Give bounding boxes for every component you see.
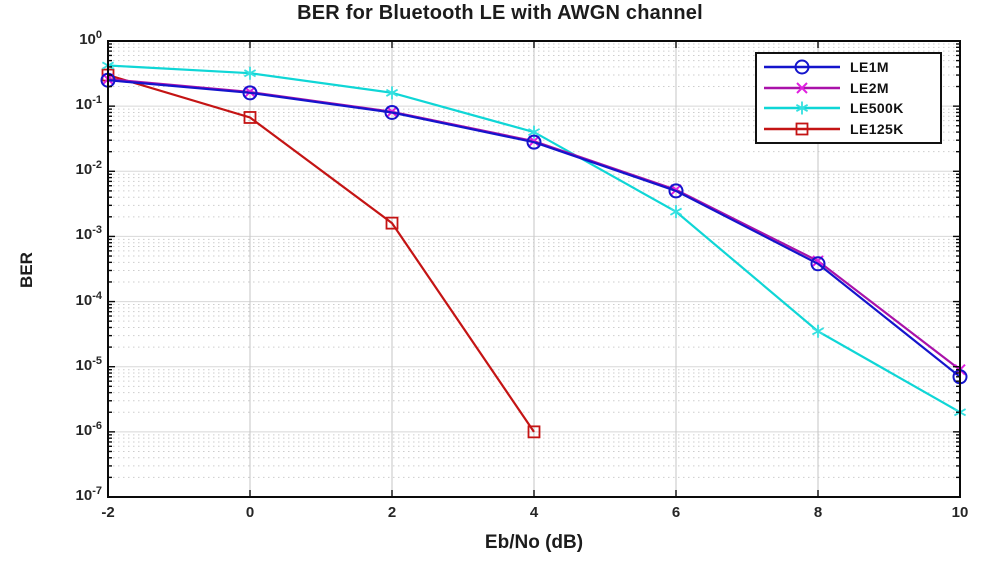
legend-entry-le1m: LE1M <box>761 57 940 77</box>
circle-marker <box>668 183 684 199</box>
x-tick-label: 6 <box>671 504 681 521</box>
legend-entry-le125k: LE125K <box>761 119 940 139</box>
asterisk-marker <box>243 66 257 80</box>
circle-marker <box>810 256 826 272</box>
y-tick-label: 10-3 <box>75 224 102 244</box>
x-marker <box>796 82 808 94</box>
y-tick-label: 10-6 <box>75 419 102 439</box>
series-markers-le125k <box>101 68 541 439</box>
legend-label-le125k: LE125K <box>850 120 904 137</box>
legend-sample-le2m <box>764 82 840 94</box>
circle-marker <box>384 104 400 120</box>
legend-sample-le1m <box>764 59 840 75</box>
asterisk-marker <box>795 101 809 115</box>
legend-label-le1m: LE1M <box>850 59 889 76</box>
series-line-le1m <box>107 79 961 378</box>
x-tick-label: -2 <box>101 504 115 521</box>
y-tick-label: 10-4 <box>75 289 102 309</box>
legend-entry-le500k: LE500K <box>761 98 940 118</box>
x-tick-label: 4 <box>529 504 539 521</box>
y-tick-label: 10-5 <box>75 354 102 374</box>
square-marker <box>527 425 541 439</box>
x-tick-label: 8 <box>813 504 823 521</box>
asterisk-marker <box>811 324 825 338</box>
y-tick-label: 10-7 <box>75 485 102 504</box>
x-tick-label: 0 <box>245 504 255 521</box>
square-marker <box>385 216 399 230</box>
square-marker <box>243 111 257 124</box>
axis-ticks <box>107 40 961 498</box>
x-tick-label: 10 <box>951 504 969 521</box>
asterisk-marker <box>669 205 683 219</box>
y-tick-label: 100 <box>79 29 102 48</box>
asterisk-marker <box>385 86 399 100</box>
legend-sample-le125k <box>764 122 840 136</box>
y-tick-label: 10-2 <box>75 159 102 179</box>
circle-marker <box>526 134 542 150</box>
y-axis-label: BER <box>17 252 36 288</box>
x-tick-label: 2 <box>387 504 397 521</box>
legend-sample-le500k <box>764 101 840 115</box>
legend-label-le2m: LE2M <box>850 79 889 96</box>
legend: LE1M LE2M LE500K LE125K <box>755 52 942 144</box>
square-marker <box>795 122 809 136</box>
circle-marker <box>794 59 810 75</box>
x-axis-label: Eb/No (dB) <box>484 532 584 553</box>
legend-entry-le2m: LE2M <box>761 78 940 98</box>
circle-marker <box>242 85 258 101</box>
y-tick-label: 10-1 <box>75 94 102 114</box>
series-line-le125k <box>107 74 535 433</box>
chart-title: BER for Bluetooth LE with AWGN channel <box>297 2 703 24</box>
legend-label-le500k: LE500K <box>850 100 904 117</box>
